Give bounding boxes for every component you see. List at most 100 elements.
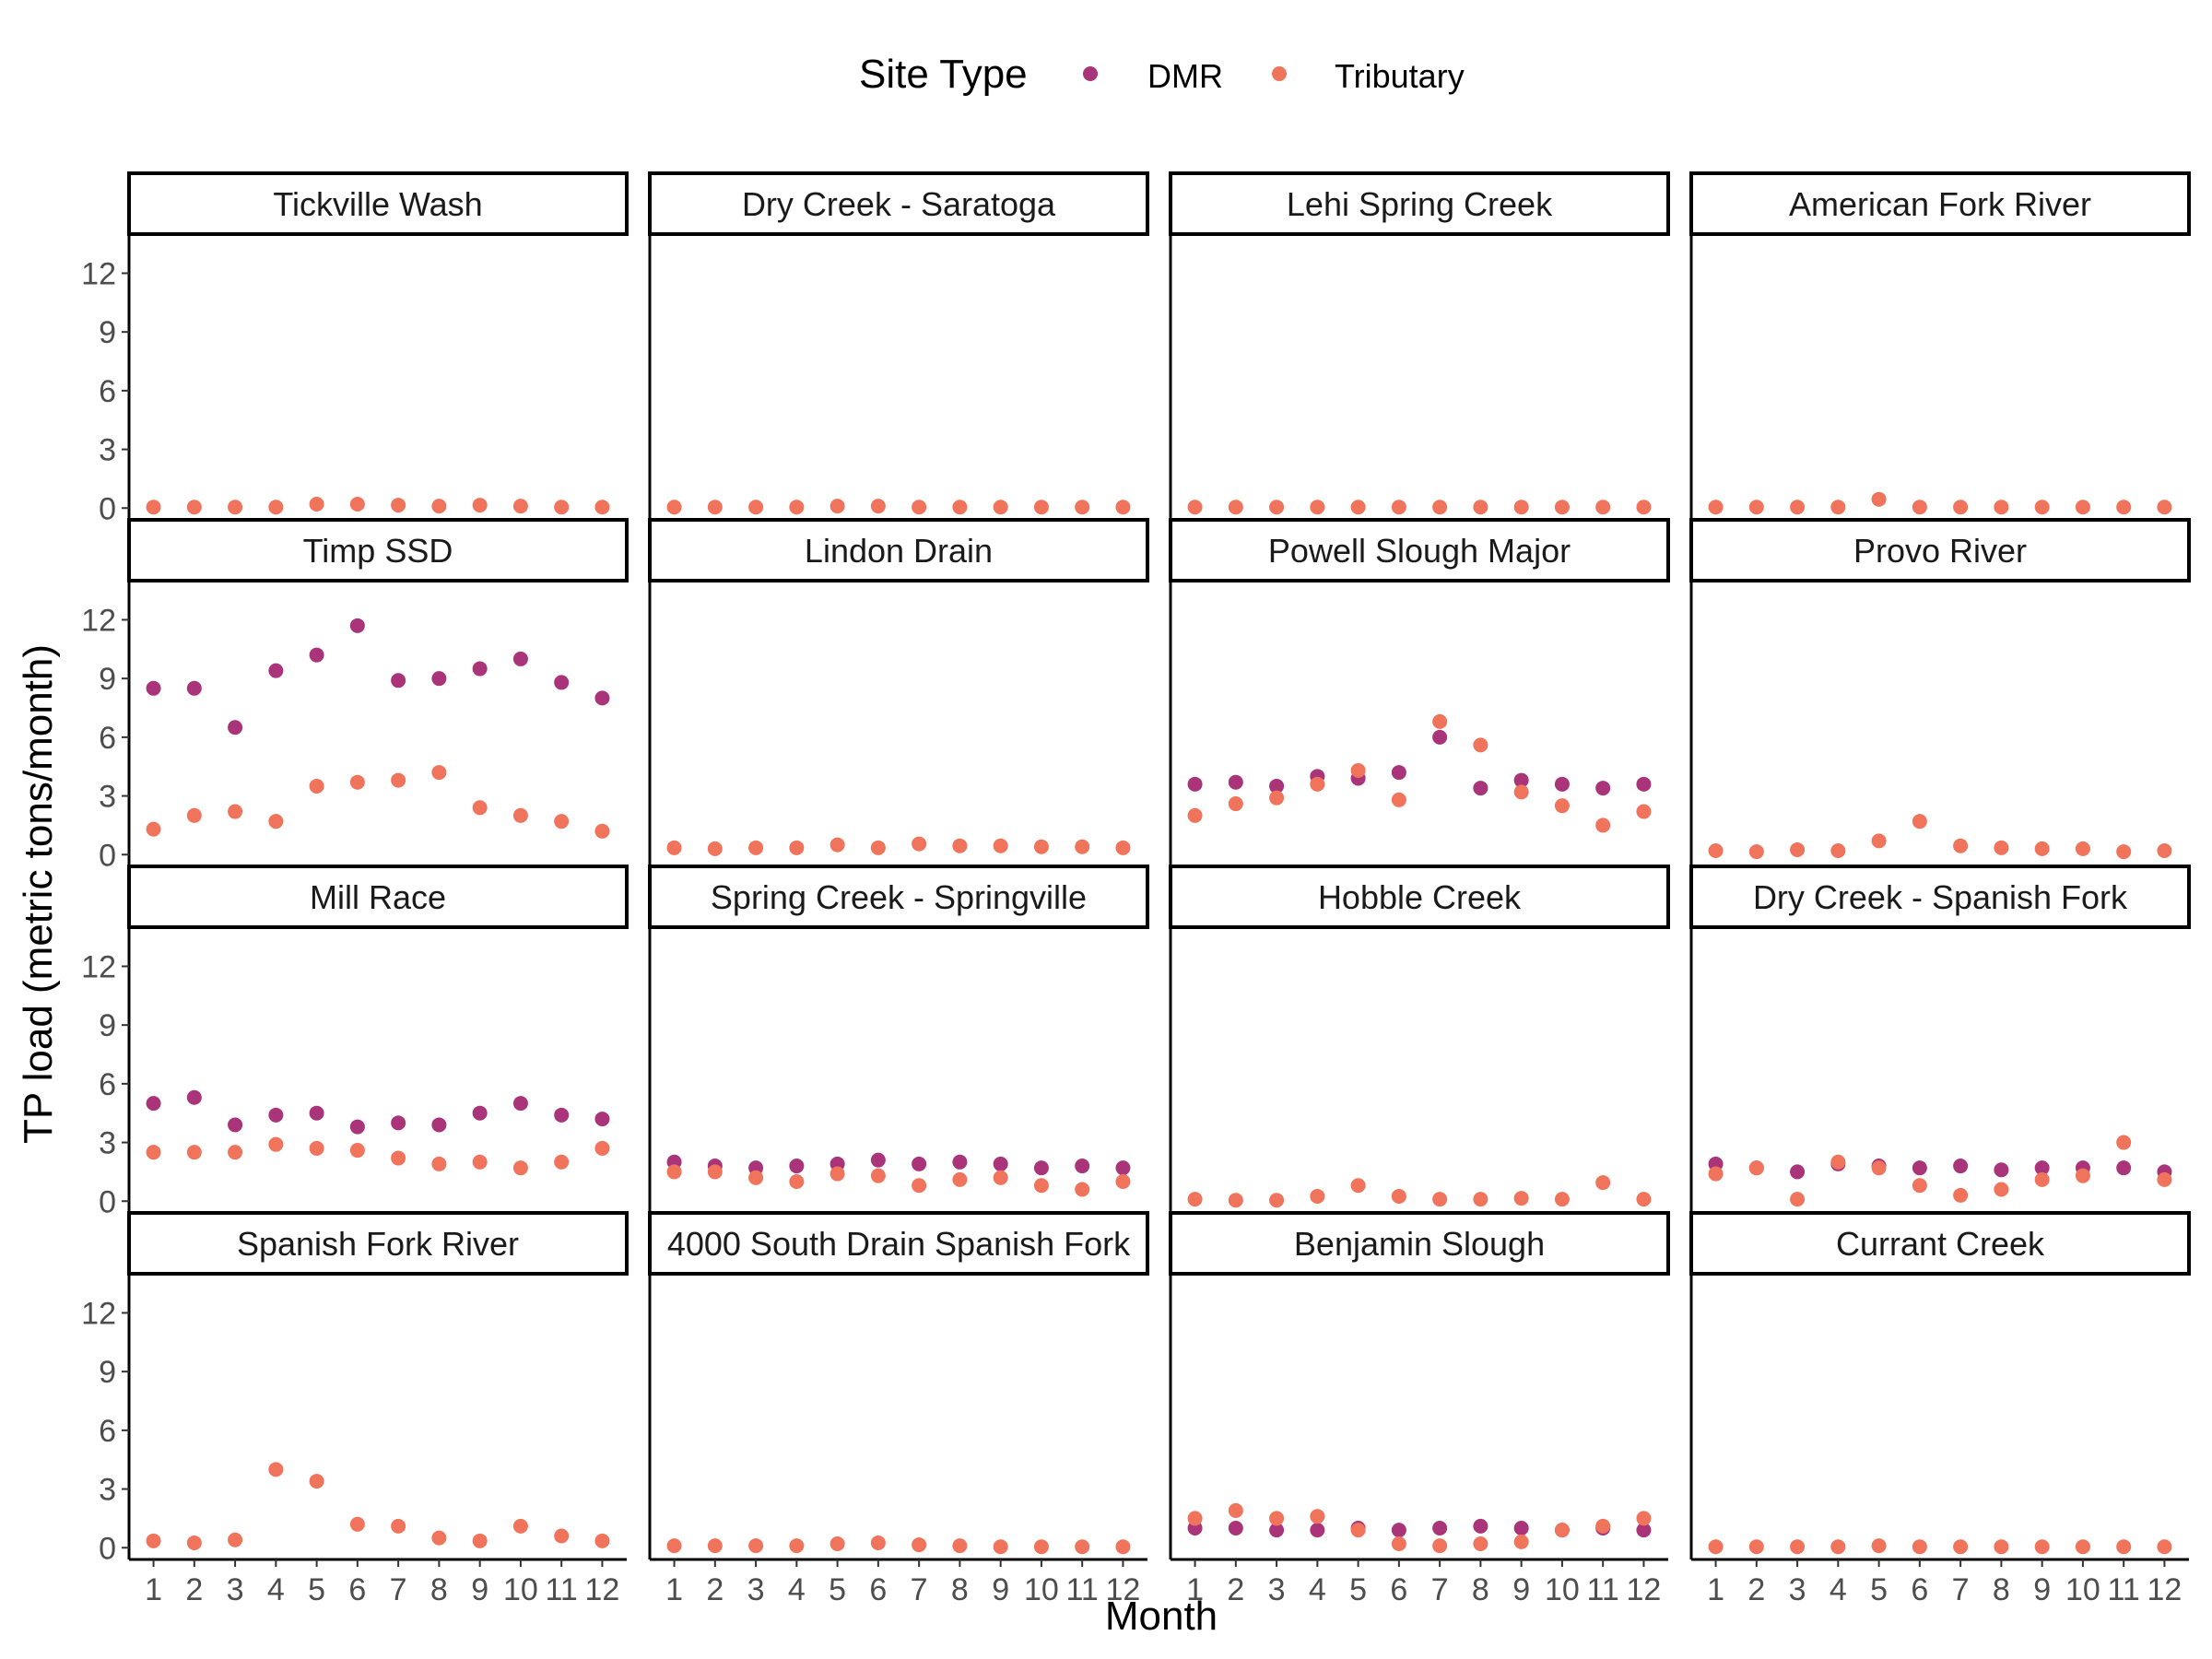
y-tick-label: 0 [99, 491, 116, 526]
point-tributary [391, 1150, 406, 1166]
point-tributary [391, 1518, 406, 1534]
panel-strip [1689, 518, 2191, 582]
panel-provo-river: Provo River [1689, 518, 2191, 868]
point-dmr [309, 647, 324, 663]
x-tick-label: 3 [747, 1572, 765, 1607]
point-dmr [512, 651, 528, 666]
panel-dry-creek-spanish-fork: Dry Creek - Spanish Fork [1689, 865, 2191, 1215]
point-dmr [1473, 1518, 1488, 1534]
point-tributary [993, 838, 1008, 853]
point-tributary [707, 1538, 723, 1554]
point-tributary [993, 500, 1008, 515]
point-dmr [309, 1105, 324, 1121]
x-tick-label: 12 [2147, 1572, 2183, 1607]
point-tributary [512, 499, 528, 514]
y-tick-label: 0 [99, 1531, 116, 1566]
panel-strip [1689, 171, 2191, 236]
x-tick-label: 2 [1747, 1572, 1765, 1607]
point-tributary [1391, 1536, 1406, 1552]
point-tributary [512, 1518, 528, 1534]
point-tributary [748, 840, 764, 855]
panel-strip [1689, 865, 2191, 929]
panel-strip [127, 1211, 629, 1276]
x-tick-label: 1 [1707, 1572, 1724, 1607]
point-tributary [1269, 1193, 1285, 1208]
x-tick-label: 8 [430, 1572, 448, 1607]
panel-title: Spring Creek - Springville [711, 878, 1087, 916]
x-tick-label: 2 [706, 1572, 724, 1607]
panel-title: Lindon Drain [805, 532, 993, 570]
panel-title: Powell Slough Major [1268, 532, 1571, 570]
x-tick-label: 5 [1870, 1572, 1888, 1607]
point-tributary [1310, 776, 1325, 792]
point-tributary [349, 1516, 365, 1532]
legend-key-dmr [1083, 66, 1098, 81]
x-tick-label: 3 [1789, 1572, 1806, 1607]
point-tributary [2034, 500, 2050, 515]
panel-lindon-drain: Lindon Drain [648, 518, 1149, 868]
point-tributary [1075, 1182, 1090, 1197]
point-dmr [1912, 1160, 1927, 1176]
point-tributary [912, 500, 927, 515]
point-tributary [1473, 1192, 1488, 1207]
point-tributary [1350, 1523, 1366, 1538]
point-tributary [1310, 500, 1325, 515]
x-tick-label: 7 [911, 1572, 928, 1607]
point-dmr [2116, 1160, 2132, 1176]
point-dmr [268, 663, 284, 678]
point-dmr [1994, 1162, 2009, 1178]
point-tributary [666, 500, 682, 515]
point-tributary [1912, 500, 1927, 515]
point-tributary [349, 1143, 365, 1159]
y-tick-label: 3 [99, 433, 116, 468]
legend-key-tributary [1272, 66, 1287, 81]
panel-powell-slough-major: Powell Slough Major [1169, 518, 1670, 868]
point-tributary [391, 498, 406, 513]
point-tributary [1075, 500, 1090, 515]
point-tributary [1748, 1539, 1764, 1555]
point-dmr [993, 1156, 1008, 1171]
point-dmr [1187, 776, 1203, 792]
point-dmr [554, 675, 570, 690]
point-tributary [146, 1145, 161, 1160]
point-tributary [228, 500, 243, 515]
point-dmr [1391, 1523, 1406, 1538]
point-tributary [594, 500, 610, 515]
panel-title: Timp SSD [303, 532, 453, 570]
panel-strip [648, 865, 1149, 929]
point-dmr [146, 1096, 161, 1112]
x-tick-label: 11 [2108, 1572, 2140, 1607]
point-tributary [1228, 1502, 1243, 1518]
point-tributary [594, 1140, 610, 1156]
point-tributary [186, 500, 202, 515]
panel-dry-creek-saratoga: Dry Creek - Saratoga [648, 171, 1149, 522]
point-tributary [870, 1168, 886, 1183]
point-tributary [1187, 1192, 1203, 1207]
point-tributary [789, 1174, 805, 1190]
panel-mill-race: Mill Race 0 3 6 9 12 [81, 865, 629, 1219]
point-dmr [1473, 781, 1488, 796]
point-tributary [830, 499, 845, 514]
point-tributary [789, 840, 805, 855]
point-dmr [1075, 1159, 1090, 1174]
y-tick-label: 3 [99, 1126, 116, 1161]
point-tributary [554, 1528, 570, 1544]
x-tick-label: 12 [1627, 1572, 1662, 1607]
point-tributary [2157, 500, 2172, 515]
point-tributary [1595, 1175, 1611, 1191]
point-dmr [870, 1152, 886, 1168]
point-dmr [952, 1154, 968, 1170]
point-tributary [1033, 1539, 1049, 1555]
point-tributary [707, 1164, 723, 1180]
point-dmr [1310, 1523, 1325, 1538]
point-dmr [1269, 778, 1285, 794]
point-tributary [1554, 798, 1570, 814]
y-tick-label: 6 [99, 721, 116, 756]
point-tributary [186, 807, 202, 823]
point-tributary [431, 499, 447, 514]
point-tributary [472, 1533, 488, 1548]
point-tributary [1473, 737, 1488, 753]
y-axis-title: TP load (metric tons/month) [16, 644, 61, 1144]
